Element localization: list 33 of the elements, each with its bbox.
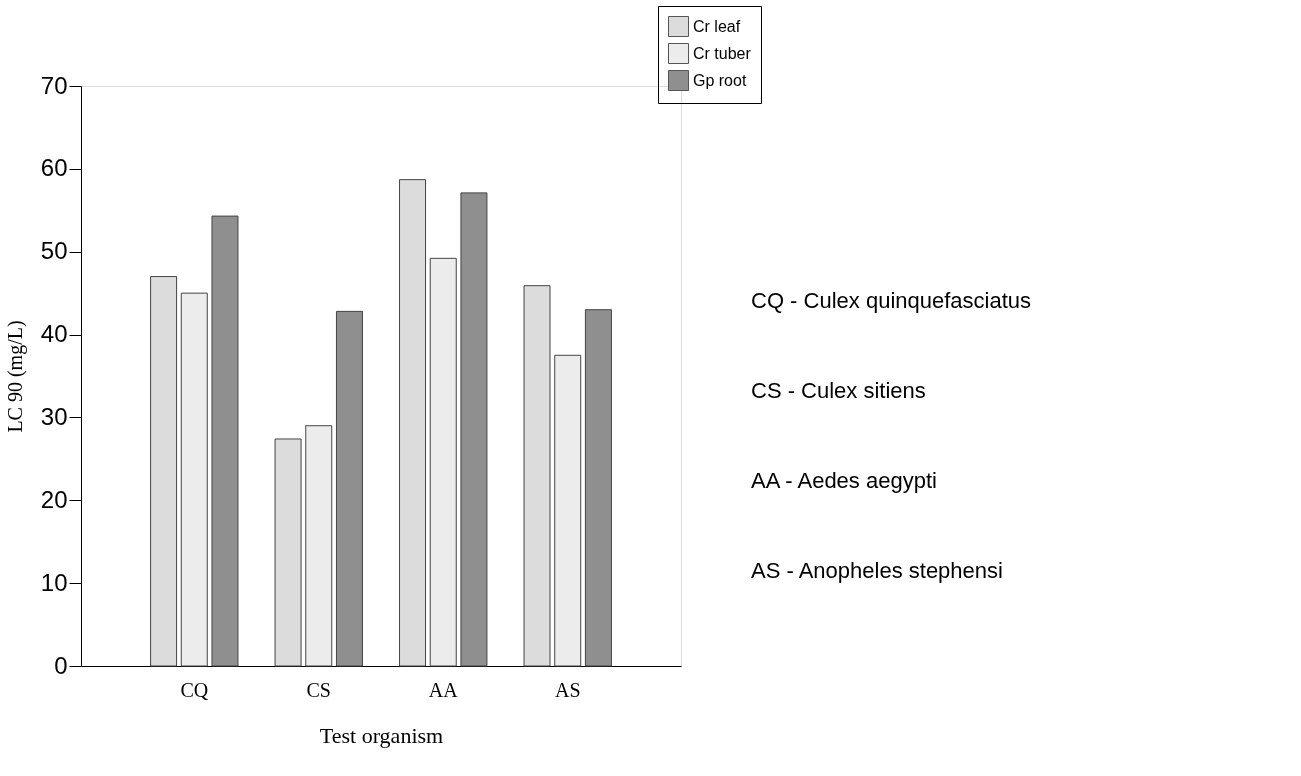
text: AS - Anopheles stephensi [751, 558, 1003, 583]
y-tick-label: 60 [40, 154, 68, 182]
x-tick-label: CS [306, 678, 331, 701]
bar [335, 310, 363, 667]
bar [305, 425, 333, 667]
y-tick-label: 30 [40, 402, 68, 430]
y-tick-label: 50 [40, 237, 68, 265]
legend-label: Cr tuber [693, 44, 752, 62]
legend-label: Gp root [693, 71, 747, 89]
y-tick-label: 10 [40, 568, 68, 596]
text: CQ - Culex quinquefasciatus [751, 288, 1032, 313]
bar [429, 257, 457, 667]
x-tick-label: AA [428, 678, 459, 701]
y-tick-label: 40 [40, 320, 68, 348]
bar [399, 179, 427, 667]
y-tick-label: 0 [54, 651, 68, 679]
y-tick-label: 70 [40, 71, 68, 99]
y-axis-title: LC 90 (mg/L) [3, 320, 27, 433]
bar [523, 285, 551, 667]
text: AA - Aedes aegypti [751, 468, 937, 493]
x-axis-title: Test organism [319, 722, 444, 748]
y-tick-label: 20 [40, 485, 68, 513]
text: CS - Culex sitiens [751, 378, 926, 403]
bar [554, 354, 582, 667]
bar [150, 276, 178, 667]
legend-label: Cr leaf [693, 17, 741, 35]
bar [460, 192, 488, 667]
bar [211, 215, 239, 667]
bar [180, 292, 208, 667]
x-tick-label: AS [554, 678, 581, 701]
x-tick-label: CQ [180, 678, 209, 701]
bar [274, 438, 302, 667]
bar [584, 309, 612, 667]
